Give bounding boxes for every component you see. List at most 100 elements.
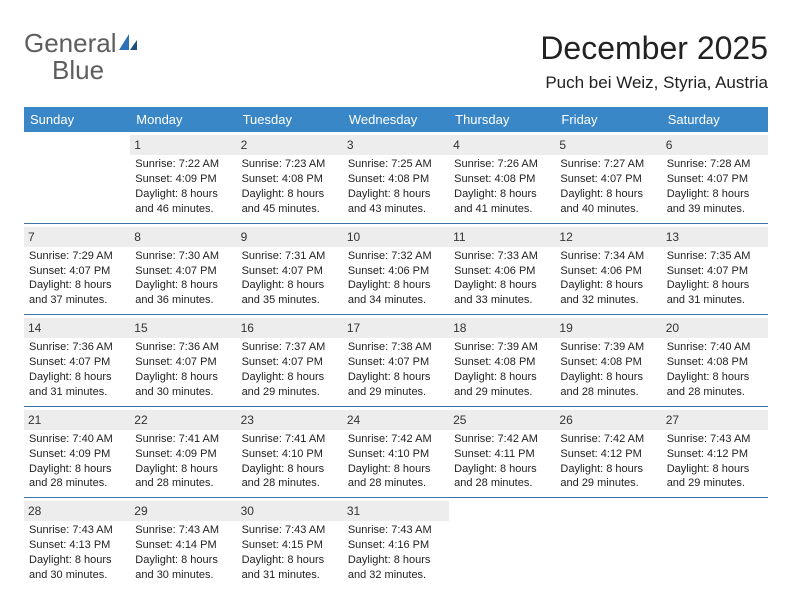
day-cell: 21Sunrise: 7:40 AMSunset: 4:09 PMDayligh… bbox=[24, 406, 130, 498]
day-cell: 23Sunrise: 7:41 AMSunset: 4:10 PMDayligh… bbox=[237, 406, 343, 498]
day-cell: 3Sunrise: 7:25 AMSunset: 4:08 PMDaylight… bbox=[343, 132, 449, 223]
sunset-text: Sunset: 4:15 PM bbox=[242, 538, 338, 553]
day-cell: 29Sunrise: 7:43 AMSunset: 4:14 PMDayligh… bbox=[130, 498, 236, 589]
dow-sun: Sunday bbox=[24, 107, 130, 132]
day-number: 4 bbox=[449, 135, 555, 155]
day-number: 20 bbox=[662, 318, 768, 338]
daylight-text: Daylight: 8 hours and 45 minutes. bbox=[242, 187, 338, 217]
sunrise-text: Sunrise: 7:43 AM bbox=[29, 523, 125, 538]
sunset-text: Sunset: 4:07 PM bbox=[135, 355, 231, 370]
sunrise-text: Sunrise: 7:43 AM bbox=[667, 432, 763, 447]
sunset-text: Sunset: 4:07 PM bbox=[667, 172, 763, 187]
week-row: 21Sunrise: 7:40 AMSunset: 4:09 PMDayligh… bbox=[24, 406, 768, 498]
day-cell bbox=[449, 498, 555, 589]
day-cell: 13Sunrise: 7:35 AMSunset: 4:07 PMDayligh… bbox=[662, 223, 768, 315]
day-cell: 19Sunrise: 7:39 AMSunset: 4:08 PMDayligh… bbox=[555, 315, 661, 407]
sunset-text: Sunset: 4:07 PM bbox=[348, 355, 444, 370]
sunset-text: Sunset: 4:14 PM bbox=[135, 538, 231, 553]
sunset-text: Sunset: 4:06 PM bbox=[348, 264, 444, 279]
calendar-table: Sunday Monday Tuesday Wednesday Thursday… bbox=[24, 107, 768, 589]
day-number bbox=[555, 501, 661, 521]
day-number: 7 bbox=[24, 227, 130, 247]
daylight-text: Daylight: 8 hours and 29 minutes. bbox=[560, 462, 656, 492]
daylight-text: Daylight: 8 hours and 30 minutes. bbox=[29, 553, 125, 583]
sunset-text: Sunset: 4:08 PM bbox=[454, 355, 550, 370]
daylight-text: Daylight: 8 hours and 28 minutes. bbox=[667, 370, 763, 400]
day-number: 22 bbox=[130, 410, 236, 430]
sunrise-text: Sunrise: 7:42 AM bbox=[348, 432, 444, 447]
daylight-text: Daylight: 8 hours and 30 minutes. bbox=[135, 553, 231, 583]
day-cell: 9Sunrise: 7:31 AMSunset: 4:07 PMDaylight… bbox=[237, 223, 343, 315]
day-number: 13 bbox=[662, 227, 768, 247]
daylight-text: Daylight: 8 hours and 30 minutes. bbox=[135, 370, 231, 400]
daylight-text: Daylight: 8 hours and 29 minutes. bbox=[242, 370, 338, 400]
logo-text: General Blue bbox=[24, 30, 139, 84]
day-number: 25 bbox=[449, 410, 555, 430]
week-row: 28Sunrise: 7:43 AMSunset: 4:13 PMDayligh… bbox=[24, 498, 768, 589]
day-cell: 11Sunrise: 7:33 AMSunset: 4:06 PMDayligh… bbox=[449, 223, 555, 315]
day-number: 3 bbox=[343, 135, 449, 155]
sunrise-text: Sunrise: 7:41 AM bbox=[135, 432, 231, 447]
day-number: 21 bbox=[24, 410, 130, 430]
week-row: 14Sunrise: 7:36 AMSunset: 4:07 PMDayligh… bbox=[24, 315, 768, 407]
sunrise-text: Sunrise: 7:37 AM bbox=[242, 340, 338, 355]
sunset-text: Sunset: 4:07 PM bbox=[560, 172, 656, 187]
day-cell bbox=[555, 498, 661, 589]
sunrise-text: Sunrise: 7:34 AM bbox=[560, 249, 656, 264]
location-label: Puch bei Weiz, Styria, Austria bbox=[540, 73, 768, 93]
daylight-text: Daylight: 8 hours and 36 minutes. bbox=[135, 278, 231, 308]
day-cell: 5Sunrise: 7:27 AMSunset: 4:07 PMDaylight… bbox=[555, 132, 661, 223]
week-row: 7Sunrise: 7:29 AMSunset: 4:07 PMDaylight… bbox=[24, 223, 768, 315]
sunrise-text: Sunrise: 7:32 AM bbox=[348, 249, 444, 264]
page-header: General Blue December 2025 Puch bei Weiz… bbox=[24, 30, 768, 93]
sunrise-text: Sunrise: 7:26 AM bbox=[454, 157, 550, 172]
sunset-text: Sunset: 4:07 PM bbox=[29, 355, 125, 370]
sunrise-text: Sunrise: 7:31 AM bbox=[242, 249, 338, 264]
sunset-text: Sunset: 4:06 PM bbox=[454, 264, 550, 279]
day-number: 1 bbox=[130, 135, 236, 155]
sunset-text: Sunset: 4:10 PM bbox=[242, 447, 338, 462]
sunrise-text: Sunrise: 7:25 AM bbox=[348, 157, 444, 172]
day-cell: 17Sunrise: 7:38 AMSunset: 4:07 PMDayligh… bbox=[343, 315, 449, 407]
day-number: 17 bbox=[343, 318, 449, 338]
logo-sail-icon bbox=[117, 32, 139, 57]
daylight-text: Daylight: 8 hours and 32 minutes. bbox=[560, 278, 656, 308]
daylight-text: Daylight: 8 hours and 29 minutes. bbox=[348, 370, 444, 400]
day-number: 19 bbox=[555, 318, 661, 338]
day-number bbox=[449, 501, 555, 521]
day-cell: 1Sunrise: 7:22 AMSunset: 4:09 PMDaylight… bbox=[130, 132, 236, 223]
sunset-text: Sunset: 4:07 PM bbox=[135, 264, 231, 279]
sunrise-text: Sunrise: 7:28 AM bbox=[667, 157, 763, 172]
day-cell: 12Sunrise: 7:34 AMSunset: 4:06 PMDayligh… bbox=[555, 223, 661, 315]
day-cell: 31Sunrise: 7:43 AMSunset: 4:16 PMDayligh… bbox=[343, 498, 449, 589]
sunset-text: Sunset: 4:09 PM bbox=[135, 447, 231, 462]
sunset-text: Sunset: 4:11 PM bbox=[454, 447, 550, 462]
daylight-text: Daylight: 8 hours and 28 minutes. bbox=[348, 462, 444, 492]
sunset-text: Sunset: 4:12 PM bbox=[667, 447, 763, 462]
sunset-text: Sunset: 4:08 PM bbox=[667, 355, 763, 370]
daylight-text: Daylight: 8 hours and 31 minutes. bbox=[242, 553, 338, 583]
dow-sat: Saturday bbox=[662, 107, 768, 132]
day-cell: 24Sunrise: 7:42 AMSunset: 4:10 PMDayligh… bbox=[343, 406, 449, 498]
day-cell: 28Sunrise: 7:43 AMSunset: 4:13 PMDayligh… bbox=[24, 498, 130, 589]
sunrise-text: Sunrise: 7:42 AM bbox=[454, 432, 550, 447]
day-number: 24 bbox=[343, 410, 449, 430]
sunset-text: Sunset: 4:12 PM bbox=[560, 447, 656, 462]
sunrise-text: Sunrise: 7:41 AM bbox=[242, 432, 338, 447]
daylight-text: Daylight: 8 hours and 34 minutes. bbox=[348, 278, 444, 308]
sunset-text: Sunset: 4:08 PM bbox=[242, 172, 338, 187]
sunrise-text: Sunrise: 7:39 AM bbox=[560, 340, 656, 355]
daylight-text: Daylight: 8 hours and 29 minutes. bbox=[454, 370, 550, 400]
day-number: 10 bbox=[343, 227, 449, 247]
sunset-text: Sunset: 4:16 PM bbox=[348, 538, 444, 553]
daylight-text: Daylight: 8 hours and 39 minutes. bbox=[667, 187, 763, 217]
day-number: 9 bbox=[237, 227, 343, 247]
day-number: 31 bbox=[343, 501, 449, 521]
sunrise-text: Sunrise: 7:42 AM bbox=[560, 432, 656, 447]
sunset-text: Sunset: 4:07 PM bbox=[29, 264, 125, 279]
day-cell: 22 Sunrise: 7:41 AMSunset: 4:09 PMDayligh… bbox=[130, 406, 236, 498]
day-cell: 4Sunrise: 7:26 AMSunset: 4:08 PMDaylight… bbox=[449, 132, 555, 223]
daylight-text: Daylight: 8 hours and 46 minutes. bbox=[135, 187, 231, 217]
daylight-text: Daylight: 8 hours and 28 minutes. bbox=[135, 462, 231, 492]
logo-word-blue: Blue bbox=[24, 55, 104, 85]
